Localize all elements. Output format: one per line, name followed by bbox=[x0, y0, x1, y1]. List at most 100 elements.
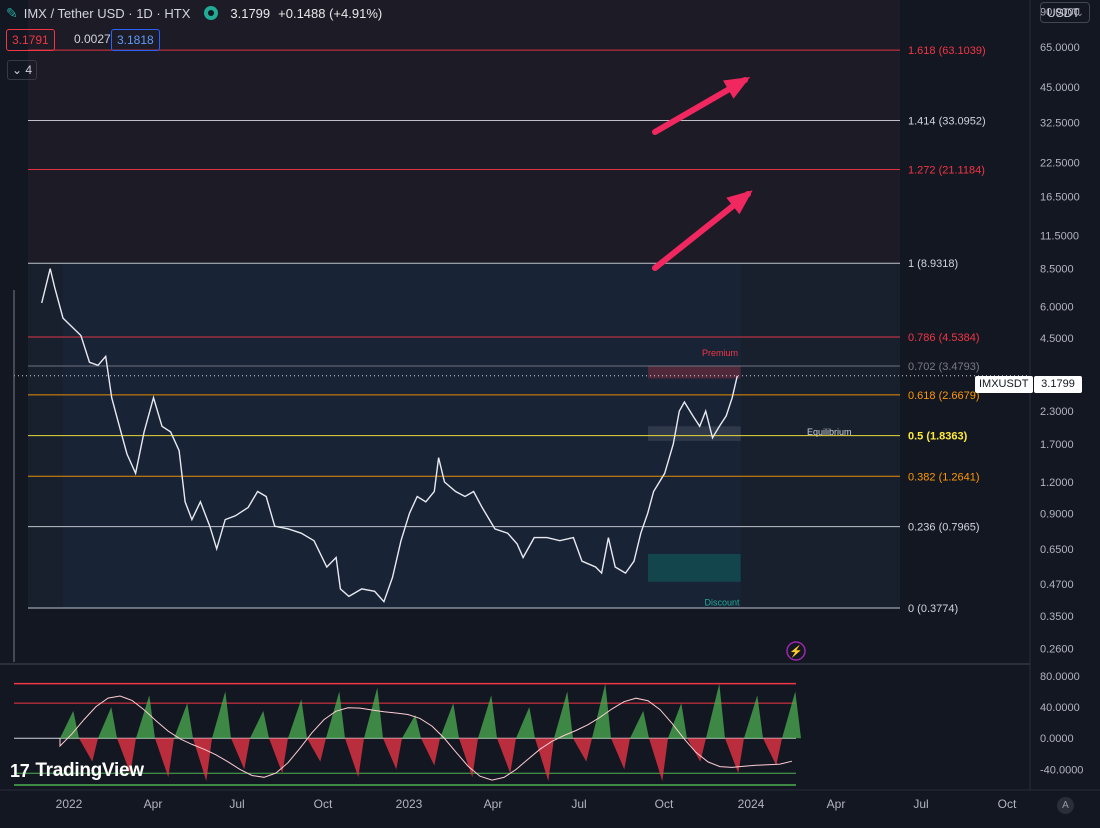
brand-name: TradingView bbox=[35, 760, 144, 781]
discount-label: Discount bbox=[704, 598, 740, 608]
price-tick-label: 4.5000 bbox=[1040, 333, 1074, 345]
price-tick-label: 0.6500 bbox=[1040, 544, 1074, 556]
upper-arrow-head bbox=[723, 76, 751, 99]
fib-level-label: 0.5 (1.8363) bbox=[908, 431, 968, 443]
osc-histogram-bar bbox=[763, 738, 782, 766]
premium-label: Premium bbox=[702, 348, 738, 358]
osc-histogram-bar bbox=[592, 683, 611, 739]
price-tick-label: 2.3000 bbox=[1040, 406, 1074, 418]
currency-label: USDT bbox=[1047, 6, 1080, 20]
indicators-toggle[interactable]: ⌄ 4 bbox=[7, 60, 38, 80]
fib-level-label: 0.702 (3.4793) bbox=[908, 361, 980, 373]
price-tick-label: 1.2000 bbox=[1040, 477, 1074, 489]
osc-histogram-bar bbox=[269, 738, 288, 774]
premium-zone bbox=[648, 365, 741, 379]
osc-tick-label: 0.0000 bbox=[1040, 733, 1074, 745]
price-tick-label: 22.5000 bbox=[1040, 158, 1080, 170]
time-tick-label: Jul bbox=[571, 797, 586, 811]
price-tick-label: 8.5000 bbox=[1040, 264, 1074, 276]
osc-histogram-bar bbox=[231, 738, 250, 770]
currency-select[interactable]: USDT ⌄ bbox=[1040, 2, 1090, 23]
price-tick-label: 32.5000 bbox=[1040, 117, 1080, 129]
sell-price-button[interactable]: 3.1791 bbox=[6, 29, 55, 51]
fib-level-label: 1 (8.9318) bbox=[908, 258, 958, 270]
osc-histogram-bar bbox=[782, 691, 801, 739]
osc-histogram-bar bbox=[497, 738, 516, 774]
osc-histogram-bar bbox=[136, 695, 155, 739]
osc-histogram-bar bbox=[725, 738, 744, 774]
osc-histogram-bar bbox=[364, 687, 383, 739]
price-tick-label: 11.5000 bbox=[1040, 231, 1079, 243]
fib-level-label: 1.618 (63.1039) bbox=[908, 45, 986, 57]
price-tick-label: 0.3500 bbox=[1040, 611, 1074, 623]
price-tick-label: 6.0000 bbox=[1040, 302, 1074, 314]
last-price: 3.1799 bbox=[230, 5, 271, 21]
tradingview-logo[interactable]: 17 TradingView bbox=[10, 760, 144, 782]
osc-histogram-bar bbox=[554, 691, 573, 739]
equilibrium-zone bbox=[648, 426, 741, 441]
time-tick-label: Oct bbox=[314, 797, 333, 811]
fib-level-label: 1.414 (33.0952) bbox=[908, 116, 986, 128]
osc-histogram-bar bbox=[117, 738, 136, 774]
lower-arrow bbox=[652, 191, 751, 271]
fib-level-label: 0.236 (0.7965) bbox=[908, 522, 980, 534]
price-tick-label: 45.0000 bbox=[1040, 82, 1080, 94]
symbol-logo-icon: ✎ bbox=[6, 4, 18, 21]
price-tick-label: 0.2600 bbox=[1040, 644, 1074, 656]
time-tick-label: 2024 bbox=[738, 797, 765, 811]
chevron-down-icon: ⌄ bbox=[1075, 8, 1084, 19]
alert-bolt-icon bbox=[786, 641, 806, 661]
osc-histogram-bar bbox=[155, 738, 174, 778]
price-tick-label: 0.9000 bbox=[1040, 508, 1074, 520]
tradingview-logo-icon: 17 bbox=[10, 760, 30, 781]
osc-histogram-bar bbox=[326, 691, 345, 739]
last-price-label: 3.1799 bbox=[1034, 376, 1082, 393]
osc-tick-label: -40.0000 bbox=[1040, 764, 1083, 776]
time-tick-label: 2022 bbox=[56, 797, 83, 811]
osc-histogram-bar bbox=[307, 738, 326, 762]
auto-scale-button[interactable]: A bbox=[1057, 797, 1074, 814]
time-tick-label: Oct bbox=[655, 797, 674, 811]
time-tick-label: Jul bbox=[913, 797, 928, 811]
osc-tick-label: 40.0000 bbox=[1040, 702, 1080, 714]
osc-histogram-bar bbox=[440, 703, 459, 739]
osc-histogram-bar bbox=[250, 710, 269, 739]
osc-histogram-bar bbox=[478, 695, 497, 739]
price-tick-label: 65.0000 bbox=[1040, 42, 1080, 54]
extension-zone bbox=[28, 0, 900, 264]
spread-value: 0.0027 bbox=[74, 32, 111, 46]
fib-level-label: 0.786 (4.5384) bbox=[908, 332, 980, 344]
time-tick-label: Jul bbox=[229, 797, 244, 811]
osc-histogram-bar bbox=[402, 714, 421, 739]
osc-histogram-bar bbox=[345, 738, 364, 778]
osc-histogram-bar bbox=[193, 738, 212, 782]
osc-histogram-bar bbox=[288, 699, 307, 739]
osc-histogram-bar bbox=[383, 738, 402, 770]
osc-histogram-bar bbox=[630, 710, 649, 739]
fib-level-label: 0.618 (2.6679) bbox=[908, 390, 980, 402]
time-tick-label: Oct bbox=[998, 797, 1017, 811]
symbol-title[interactable]: IMX / Tether USD · 1D · HTX bbox=[23, 5, 191, 21]
buy-price-button[interactable]: 3.1818 bbox=[111, 29, 160, 51]
chevron-down-icon: ⌄ bbox=[12, 63, 23, 77]
osc-histogram-bar bbox=[573, 738, 592, 762]
osc-signal-line bbox=[59, 695, 793, 781]
price-tick-label: 0.4700 bbox=[1040, 579, 1074, 591]
osc-histogram-bar bbox=[459, 738, 478, 778]
osc-histogram-bar bbox=[516, 707, 535, 739]
price-tick-label: 16.5000 bbox=[1040, 191, 1080, 203]
osc-histogram-bar bbox=[611, 738, 630, 770]
lower-arrow-head bbox=[726, 190, 753, 215]
osc-histogram-bar bbox=[212, 691, 231, 739]
symbol-header[interactable]: ✎ IMX / Tether USD · 1D · HTX 3.1799 +0.… bbox=[6, 4, 382, 22]
osc-histogram-bar bbox=[706, 683, 725, 739]
ticker-tag: IMXUSDT bbox=[975, 376, 1033, 393]
time-tick-label: Apr bbox=[144, 797, 163, 811]
osc-histogram-bar bbox=[744, 695, 763, 739]
osc-histogram-bar bbox=[98, 707, 117, 739]
price-tick-label: 1.7000 bbox=[1040, 439, 1074, 451]
osc-histogram-bar bbox=[79, 738, 98, 762]
fib-level-label: 1.272 (21.1184) bbox=[908, 164, 985, 176]
